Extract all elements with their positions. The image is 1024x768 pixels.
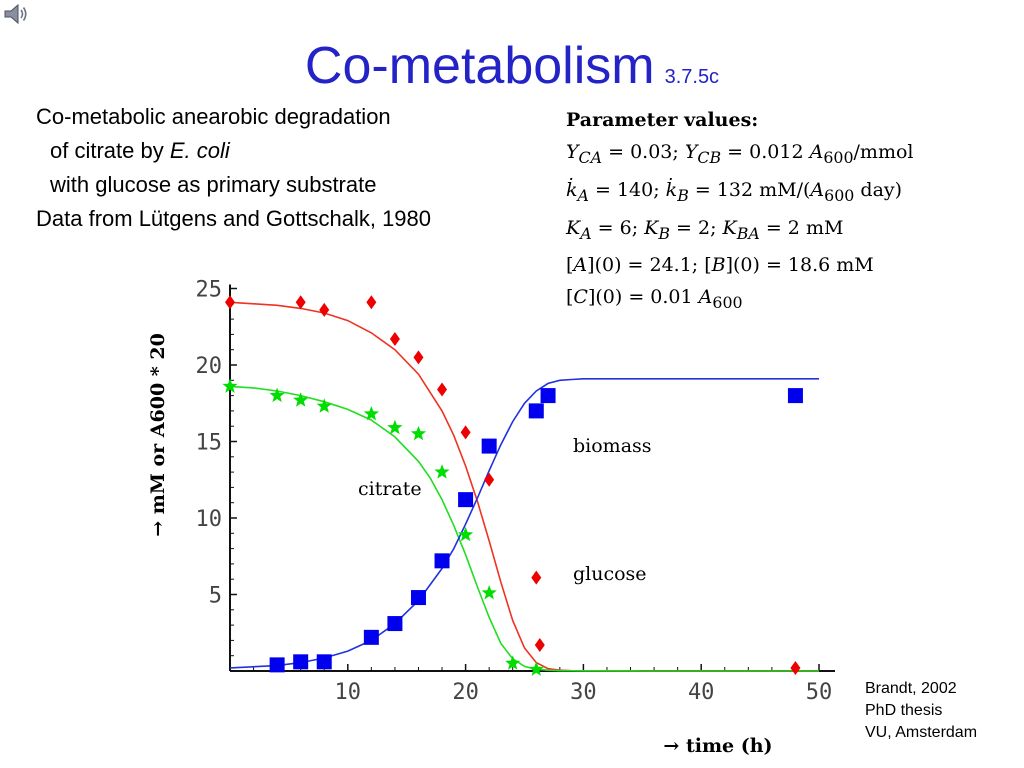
y-tick-label: 15 [196, 431, 223, 456]
glucose-point [413, 350, 424, 365]
x-axis-label: → time (h) [663, 735, 772, 757]
x-tick-label: 40 [688, 680, 715, 705]
parameter-line-5: [C](0) = 0.01 A600 [566, 286, 743, 313]
citrate-point [410, 425, 427, 441]
citrate-point [528, 661, 544, 676]
glucose-point [366, 295, 377, 310]
biomass-point [410, 590, 426, 606]
x-tick-label: 10 [335, 680, 362, 705]
description-line-3: with glucose as primary substrate [50, 172, 377, 197]
biomass-point [293, 654, 309, 670]
citrate-model-curve [229, 385, 819, 672]
parameter-line-1: YCA = 0.03; YCB = 0.012 A600/mmol [566, 141, 914, 167]
credit-line-1: Brandt, 2002 [865, 680, 957, 697]
description-line-2-prefix: of citrate by [50, 138, 170, 163]
glucose-point [295, 295, 306, 310]
y-tick-label: 10 [196, 507, 223, 532]
citrate-point [481, 585, 497, 600]
speaker-icon[interactable] [2, 2, 30, 26]
description-block: Co-metabolic anearobic degradation of ci… [36, 100, 431, 236]
glucose-point [484, 472, 495, 487]
x-tick-label: 20 [452, 680, 479, 705]
description-line-2: of citrate by E. coli [36, 134, 431, 168]
biomass-point [316, 654, 332, 670]
biomass-model-curve [229, 378, 819, 669]
citrate-point [293, 392, 309, 407]
model-curves [229, 301, 819, 672]
citrate-point [505, 655, 521, 670]
biomass-point [434, 553, 450, 569]
glucose-point [460, 425, 471, 440]
parameter-block: Parameter values: YCA = 0.03; YCB = 0.01… [566, 104, 913, 319]
section-number: 3.7.5c [664, 66, 720, 88]
glucose-point [534, 637, 545, 652]
slide-title: Co-metabolism 3.7.5c [0, 36, 1024, 107]
biomass-point [481, 438, 497, 454]
biomass-point [363, 629, 379, 645]
citrate-point [387, 419, 403, 435]
glucose-point [531, 570, 542, 585]
glucose-point [790, 660, 801, 675]
citrate-annotation: citrate [358, 478, 422, 500]
biomass-point [787, 388, 803, 404]
glucose-point [225, 295, 235, 310]
y-tick-label: 25 [196, 278, 223, 303]
credit-line-2: PhD thesis [865, 702, 943, 719]
credit-line-3: VU, Amsterdam [865, 724, 978, 741]
x-tick-label: 30 [570, 680, 597, 705]
y-tick-label: 5 [209, 584, 222, 609]
organism-name: E. coli [169, 138, 230, 163]
citrate-point [316, 398, 332, 413]
y-tick-label: 20 [196, 354, 223, 379]
chart-labels: → time (h) → mM or A600 * 20 biomass citrat… [147, 333, 773, 757]
biomass-point [528, 403, 544, 419]
y-axis-label: → mM or A600 * 20 [147, 333, 169, 537]
parameter-line-4: [A](0) = 24.1; [B](0) = 18.6 mM [566, 254, 874, 277]
parameter-heading: Parameter values: [566, 109, 759, 131]
glucose-point [319, 302, 330, 317]
title-text: Co-metabolism [304, 37, 655, 95]
chart-axes: 10 20 30 40 50 5 10 15 20 25 [196, 278, 835, 705]
glucose-model-curve [229, 301, 819, 672]
parameter-line-3: KA = 6; KB = 2; KBA = 2 mM [566, 216, 844, 243]
description-line-4: Data from Lütgens and Gottschalk, 1980 [36, 206, 432, 231]
citrate-point [269, 387, 285, 403]
citrate-point [434, 464, 450, 479]
biomass-annotation: biomass [573, 435, 652, 457]
citrate-point [222, 378, 238, 393]
x-tick-label: 50 [806, 680, 833, 705]
glucose-point [437, 382, 448, 397]
biomass-point [387, 616, 403, 632]
credit-block: Brandt, 2002 PhD thesis VU, Amsterdam [865, 678, 977, 744]
description-line-1: Co-metabolic anearobic degradation [36, 104, 391, 129]
citrate-point [458, 526, 474, 542]
parameter-line-2: k̇A = 140; k̇B = 132 mM/(A600 day) [566, 178, 903, 205]
data-points [222, 295, 803, 676]
biomass-point [269, 657, 285, 673]
biomass-point [458, 492, 474, 508]
biomass-point [540, 388, 556, 404]
citrate-point [363, 406, 379, 421]
glucose-annotation: glucose [573, 563, 647, 585]
glucose-point [389, 331, 400, 346]
